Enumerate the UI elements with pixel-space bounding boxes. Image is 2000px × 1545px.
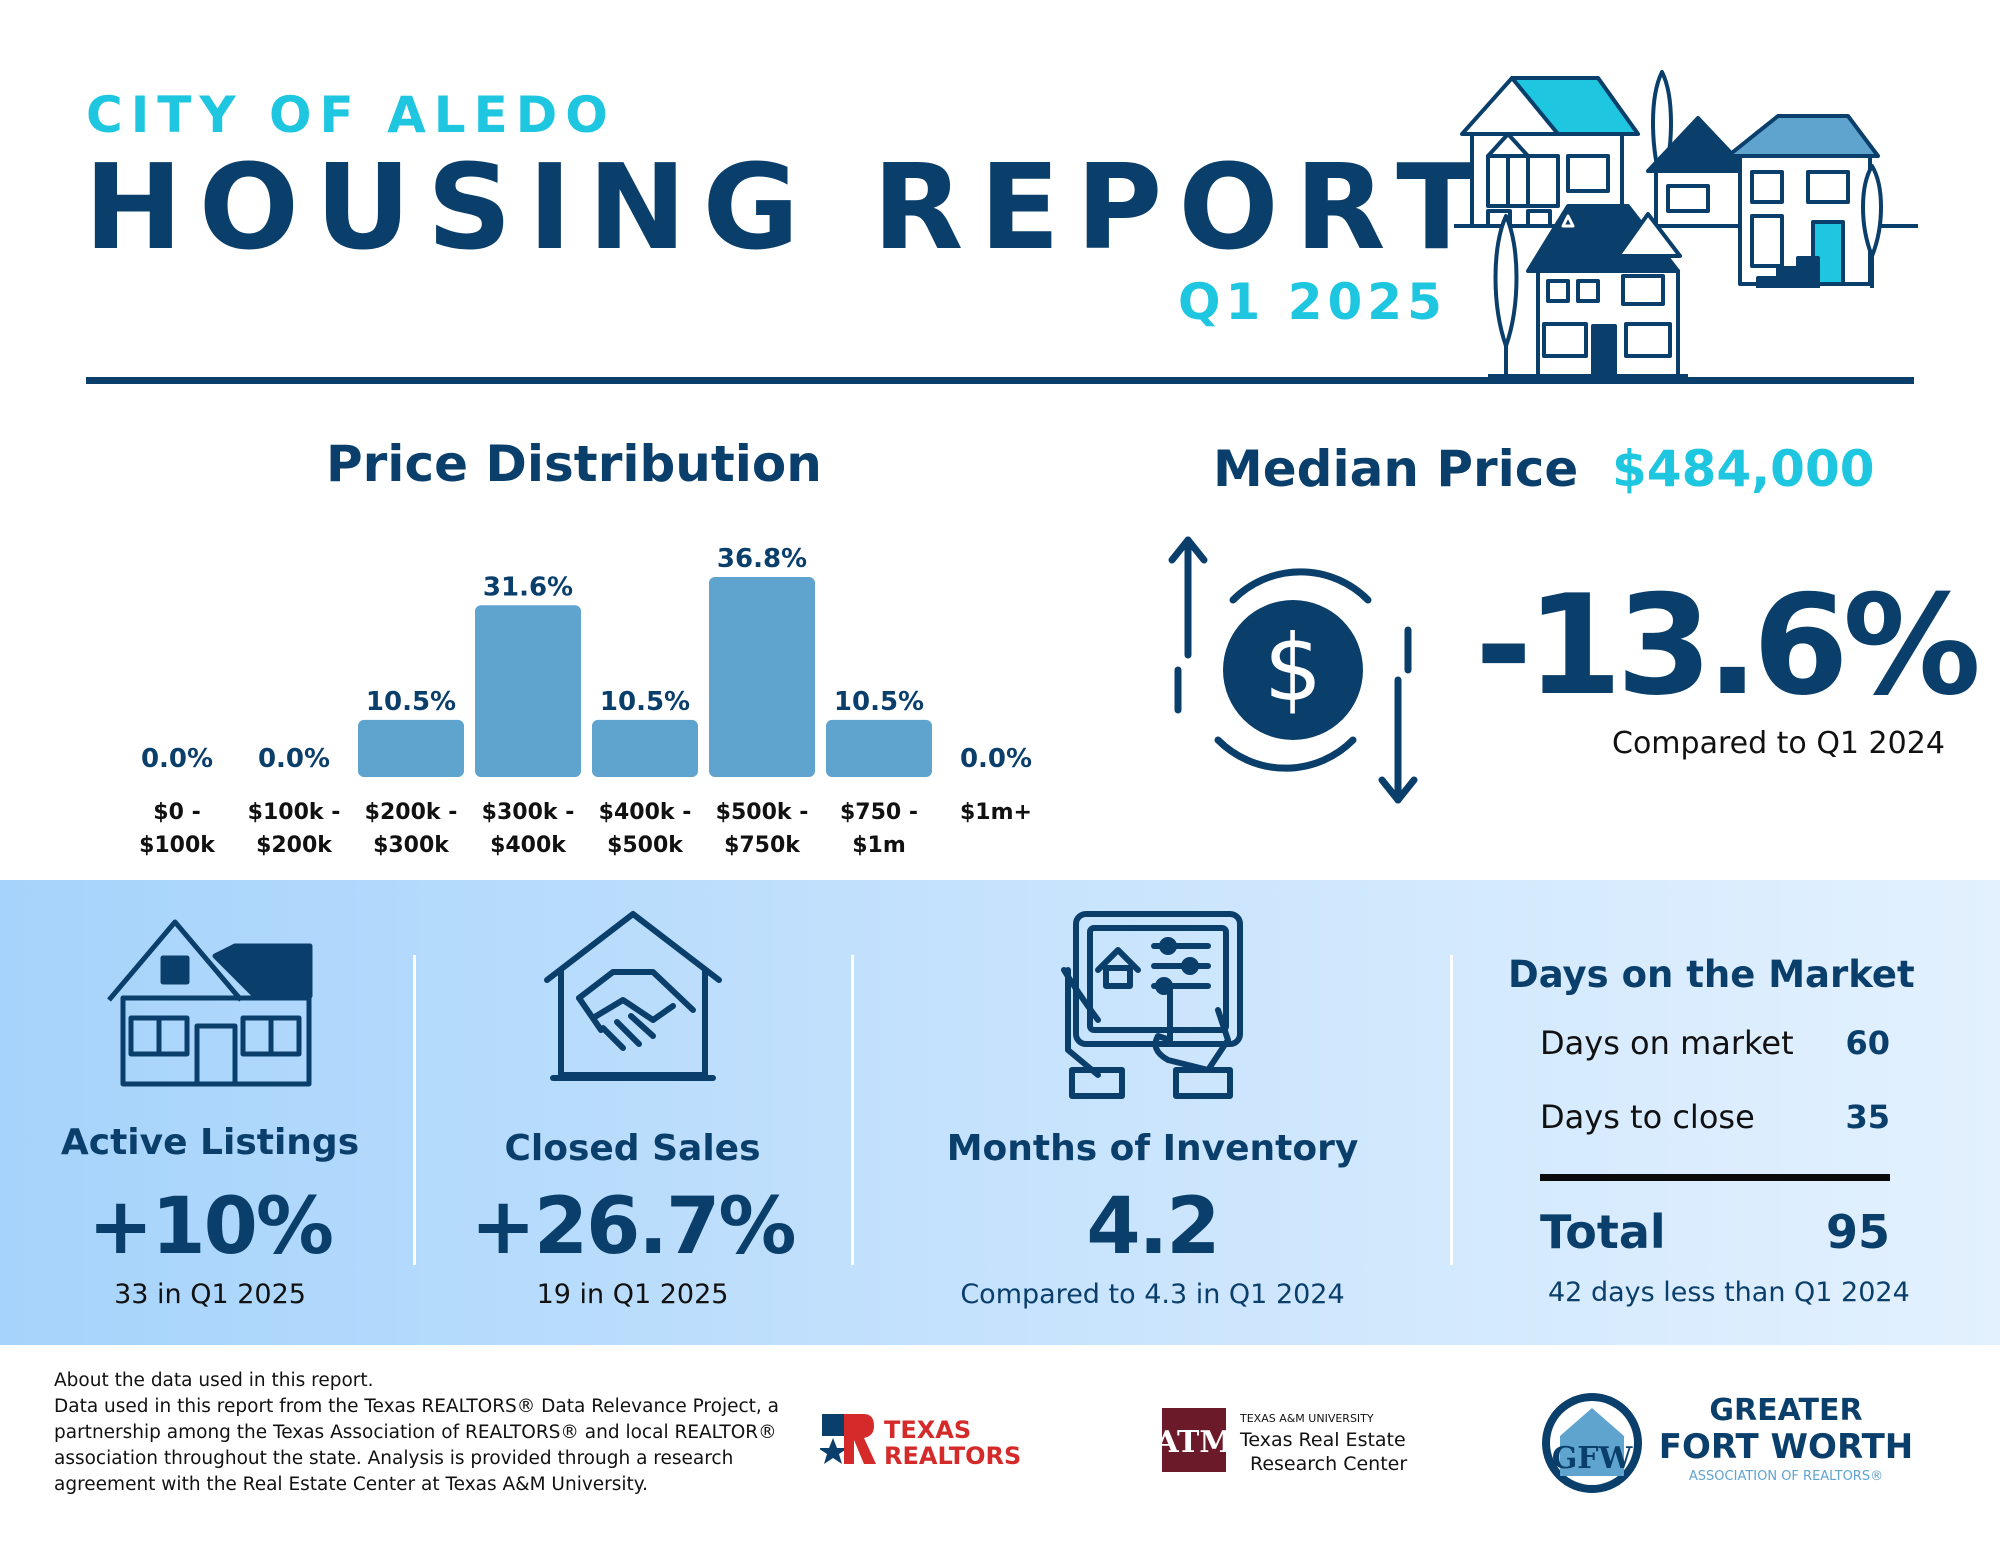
days-on-market-row-label: Days on market (1540, 1024, 1794, 1062)
days-to-close-row-label: Days to close (1540, 1098, 1755, 1136)
price-bar (592, 719, 698, 777)
tamu-small-label: TEXAS A&M UNIVERSITY (1239, 1412, 1374, 1425)
svg-text:$: $ (1264, 615, 1323, 722)
days-total-value: 95 (1825, 1205, 1890, 1259)
days-total-label: Total (1540, 1205, 1666, 1259)
footer-about: About the data used in this report. (54, 1370, 374, 1391)
price-bar-value-label: 36.8% (717, 544, 807, 574)
greater-fort-worth-logo: GFW GREATER FORT WORTH ASSOCIATION OF RE… (1542, 1393, 1914, 1493)
texas-realtors-logo-line1: TEXAS (884, 1416, 971, 1444)
tamu-line2: Research Center (1250, 1453, 1407, 1475)
price-distribution-title: Price Distribution (326, 435, 822, 493)
months-inventory-value: 4.2 (1086, 1182, 1220, 1272)
closed-sales-label: Closed Sales (504, 1128, 761, 1169)
price-bar-value-label: 10.5% (834, 687, 924, 717)
price-bar (826, 719, 932, 777)
price-bar-category-label: $1m+ (960, 800, 1032, 825)
stats-divider (413, 955, 416, 1265)
active-listings-value: +10% (87, 1182, 334, 1272)
price-bar-category-label: $200k - (365, 800, 458, 825)
price-bar-category-label: $100k - (248, 800, 341, 825)
months-inventory-sub: Compared to 4.3 in Q1 2024 (960, 1279, 1345, 1310)
city-name: CITY OF ALEDO (86, 86, 616, 144)
price-bar-value-label: 0.0% (960, 744, 1032, 774)
days-on-market-sub: 42 days less than Q1 2024 (1548, 1277, 1910, 1308)
active-listings-sub: 33 in Q1 2025 (114, 1279, 306, 1310)
report-quarter: Q1 2025 (1178, 273, 1447, 331)
price-bar-category-label: $300k (373, 833, 450, 858)
dollar-cycle-icon: $ (1168, 536, 1418, 804)
price-bar-category-label: $0 - (153, 800, 200, 825)
houses-illustration-icon (1454, 70, 1918, 378)
months-inventory-label: Months of Inventory (946, 1128, 1359, 1169)
median-price-compare: Compared to Q1 2024 (1612, 726, 1945, 761)
price-bar-value-label: 0.0% (258, 744, 330, 774)
price-bar-category-label: $300k - (482, 800, 575, 825)
closed-sales-sub: 19 in Q1 2025 (536, 1279, 729, 1310)
price-bar-category-label: $400k (490, 833, 567, 858)
price-bar-value-label: 10.5% (600, 687, 690, 717)
price-bar-category-label: $500k - (716, 800, 809, 825)
days-on-market-row-value: 60 (1845, 1024, 1890, 1062)
header-divider (86, 377, 1914, 384)
price-bar-value-label: 31.6% (483, 572, 573, 602)
stats-band (0, 880, 2000, 1345)
closed-sales-value: +26.7% (470, 1182, 797, 1272)
price-distribution-chart: 0.0% $0 - $100k 0.0% $100k - $200k 10.5% $200k … (139, 544, 1032, 858)
stats-divider (1450, 955, 1453, 1265)
median-price-change: -13.6% (1475, 565, 1981, 726)
stats-divider (851, 955, 854, 1265)
svg-text:ATM: ATM (1160, 1425, 1233, 1460)
price-bar-category-label: $1m (852, 833, 906, 858)
price-bar-category-label: $100k (139, 833, 216, 858)
price-bar (358, 719, 464, 777)
texas-am-research-center-logo: ATM TEXAS A&M UNIVERSITY Texas Real Esta… (1160, 1408, 1407, 1475)
gfw-logo-line3: ASSOCIATION OF REALTORS® (1689, 1469, 1883, 1484)
report-title: HOUSING REPORT (84, 138, 1493, 276)
price-bar-value-label: 10.5% (366, 687, 456, 717)
price-bar-category-label: $750 - (840, 800, 918, 825)
days-on-market-title: Days on the Market (1508, 953, 1915, 996)
footer-body: Data used in this report from the Texas … (54, 1396, 779, 1495)
footer-disclaimer: About the data used in this report. Data… (54, 1368, 814, 1498)
price-bar-category-label: $400k - (599, 800, 692, 825)
gfw-logo-line1: GREATER (1709, 1393, 1862, 1428)
price-bar-category-label: $750k (724, 833, 801, 858)
price-bar-category-label: $500k (607, 833, 684, 858)
handshake-house-icon (544, 911, 722, 1081)
days-total-divider (1540, 1174, 1890, 1181)
median-price-value: $484,000 (1612, 440, 1875, 498)
price-bar-category-label: $200k (256, 833, 333, 858)
price-bar-value-label: 0.0% (141, 744, 213, 774)
texas-realtors-logo: TEXAS REALTORS® (820, 1414, 1020, 1468)
tablet-hands-icon (1061, 911, 1243, 1099)
house-icon (107, 919, 313, 1087)
tamu-line1: Texas Real Estate (1239, 1429, 1406, 1451)
texas-realtors-logo-line2: REALTORS® (884, 1442, 1020, 1468)
price-bar (475, 605, 581, 777)
gfw-logo-line2: FORT WORTH (1659, 1427, 1914, 1467)
price-bar (709, 577, 815, 777)
active-listings-label: Active Listings (60, 1122, 360, 1163)
days-to-close-row-value: 35 (1845, 1098, 1890, 1136)
median-price-label: Median Price (1213, 440, 1579, 498)
svg-text:GFW: GFW (1552, 1441, 1634, 1476)
